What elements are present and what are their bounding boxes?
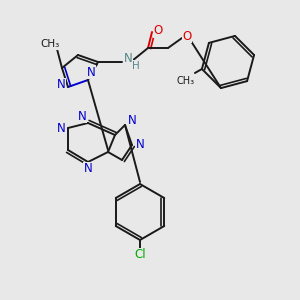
- Text: CH₃: CH₃: [177, 76, 195, 86]
- Text: CH₃: CH₃: [40, 39, 60, 49]
- Text: N: N: [128, 115, 136, 128]
- Text: N: N: [87, 65, 95, 79]
- Text: N: N: [124, 52, 132, 65]
- Text: Cl: Cl: [134, 248, 146, 262]
- Text: N: N: [136, 139, 144, 152]
- Text: N: N: [57, 79, 65, 92]
- Text: N: N: [78, 110, 86, 122]
- Text: O: O: [182, 29, 192, 43]
- Text: N: N: [84, 163, 92, 176]
- Text: N: N: [57, 122, 65, 134]
- Text: H: H: [132, 61, 140, 71]
- Text: O: O: [153, 25, 163, 38]
